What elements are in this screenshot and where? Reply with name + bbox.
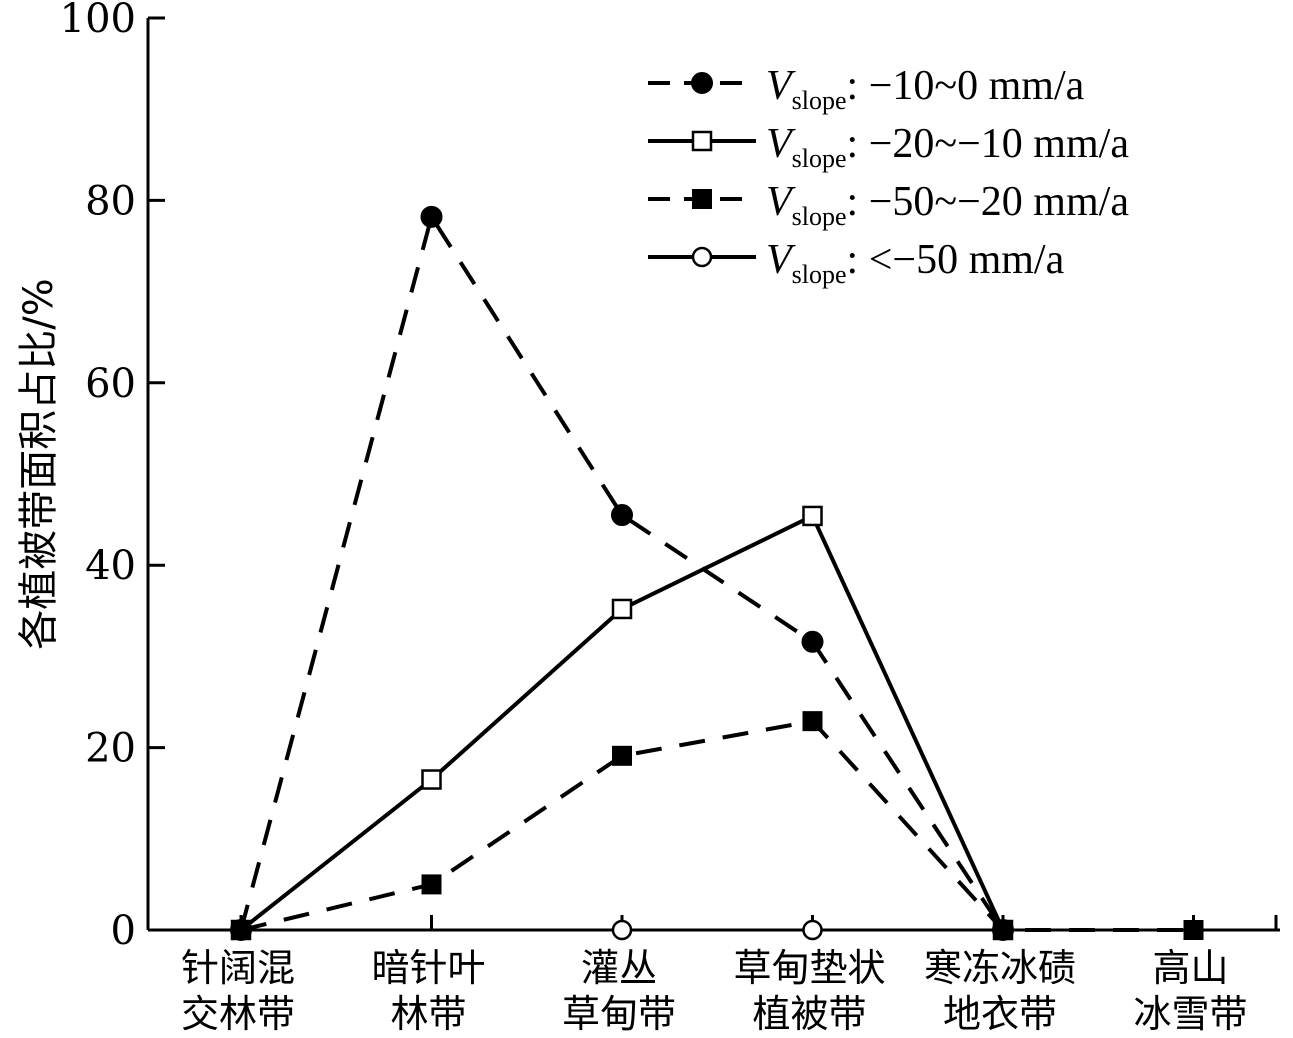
data-point — [691, 72, 713, 94]
data-point — [230, 919, 252, 941]
y-tick-label: 20 — [85, 726, 136, 772]
series-1 — [230, 505, 1014, 941]
x-category-label: 冰雪带 — [1133, 992, 1247, 1036]
x-category-label: 针阔混 — [181, 946, 295, 990]
x-category-label: 寒冻冰碛 — [924, 946, 1076, 990]
x-category-label: 草甸垫状 — [733, 946, 885, 990]
data-point — [611, 504, 633, 527]
data-point — [1183, 920, 1204, 940]
legend-label: Vslope: <−50 mm/a — [766, 237, 1065, 289]
data-point — [612, 745, 632, 766]
data-point — [691, 130, 713, 152]
data-point — [992, 919, 1014, 941]
y-tick-label: 60 — [85, 361, 136, 407]
series-0 — [230, 205, 1014, 941]
x-category-label: 林带 — [390, 992, 466, 1036]
x-category-label: 灌丛 — [581, 946, 657, 990]
data-point — [802, 711, 823, 732]
data-point — [691, 246, 713, 268]
legend: Vslope: −10~0 mm/a Vslope: −20~−10 mm/a Vs… — [648, 63, 1129, 289]
data-point — [420, 205, 443, 228]
legend-label: Vslope: −10~0 mm/a — [766, 63, 1085, 115]
series-line — [240, 718, 1194, 932]
y-tick-label: 40 — [85, 543, 136, 589]
series-line — [239, 513, 1005, 932]
x-category-label: 植被带 — [752, 992, 866, 1036]
data-point — [421, 874, 442, 895]
data-point — [801, 630, 824, 653]
series-group — [230, 205, 1204, 941]
x-category-label: 草甸带 — [562, 992, 676, 1036]
y-axis-ticks: 0 20 40 60 80 100 — [60, 0, 165, 954]
x-category-label: 暗针叶 — [371, 946, 485, 990]
legend-label: Vslope: −20~−10 mm/a — [766, 121, 1129, 173]
x-category-label: 地衣带 — [943, 992, 1057, 1036]
x-category-label: 高山 — [1152, 946, 1228, 990]
y-tick-label: 0 — [111, 908, 136, 954]
y-axis-label: 各植被带面积占比/% — [16, 278, 62, 649]
data-point — [802, 919, 823, 941]
data-point — [611, 919, 633, 941]
data-point — [611, 598, 633, 620]
data-point — [802, 505, 823, 527]
data-point — [421, 769, 442, 790]
data-point — [692, 189, 712, 209]
series-2 — [231, 711, 1204, 940]
y-tick-label: 80 — [85, 178, 136, 224]
y-tick-label: 100 — [60, 0, 136, 42]
legend-label: Vslope: −50~−20 mm/a — [766, 179, 1129, 231]
x-category-label: 交林带 — [181, 992, 295, 1036]
series-line — [239, 211, 1005, 932]
